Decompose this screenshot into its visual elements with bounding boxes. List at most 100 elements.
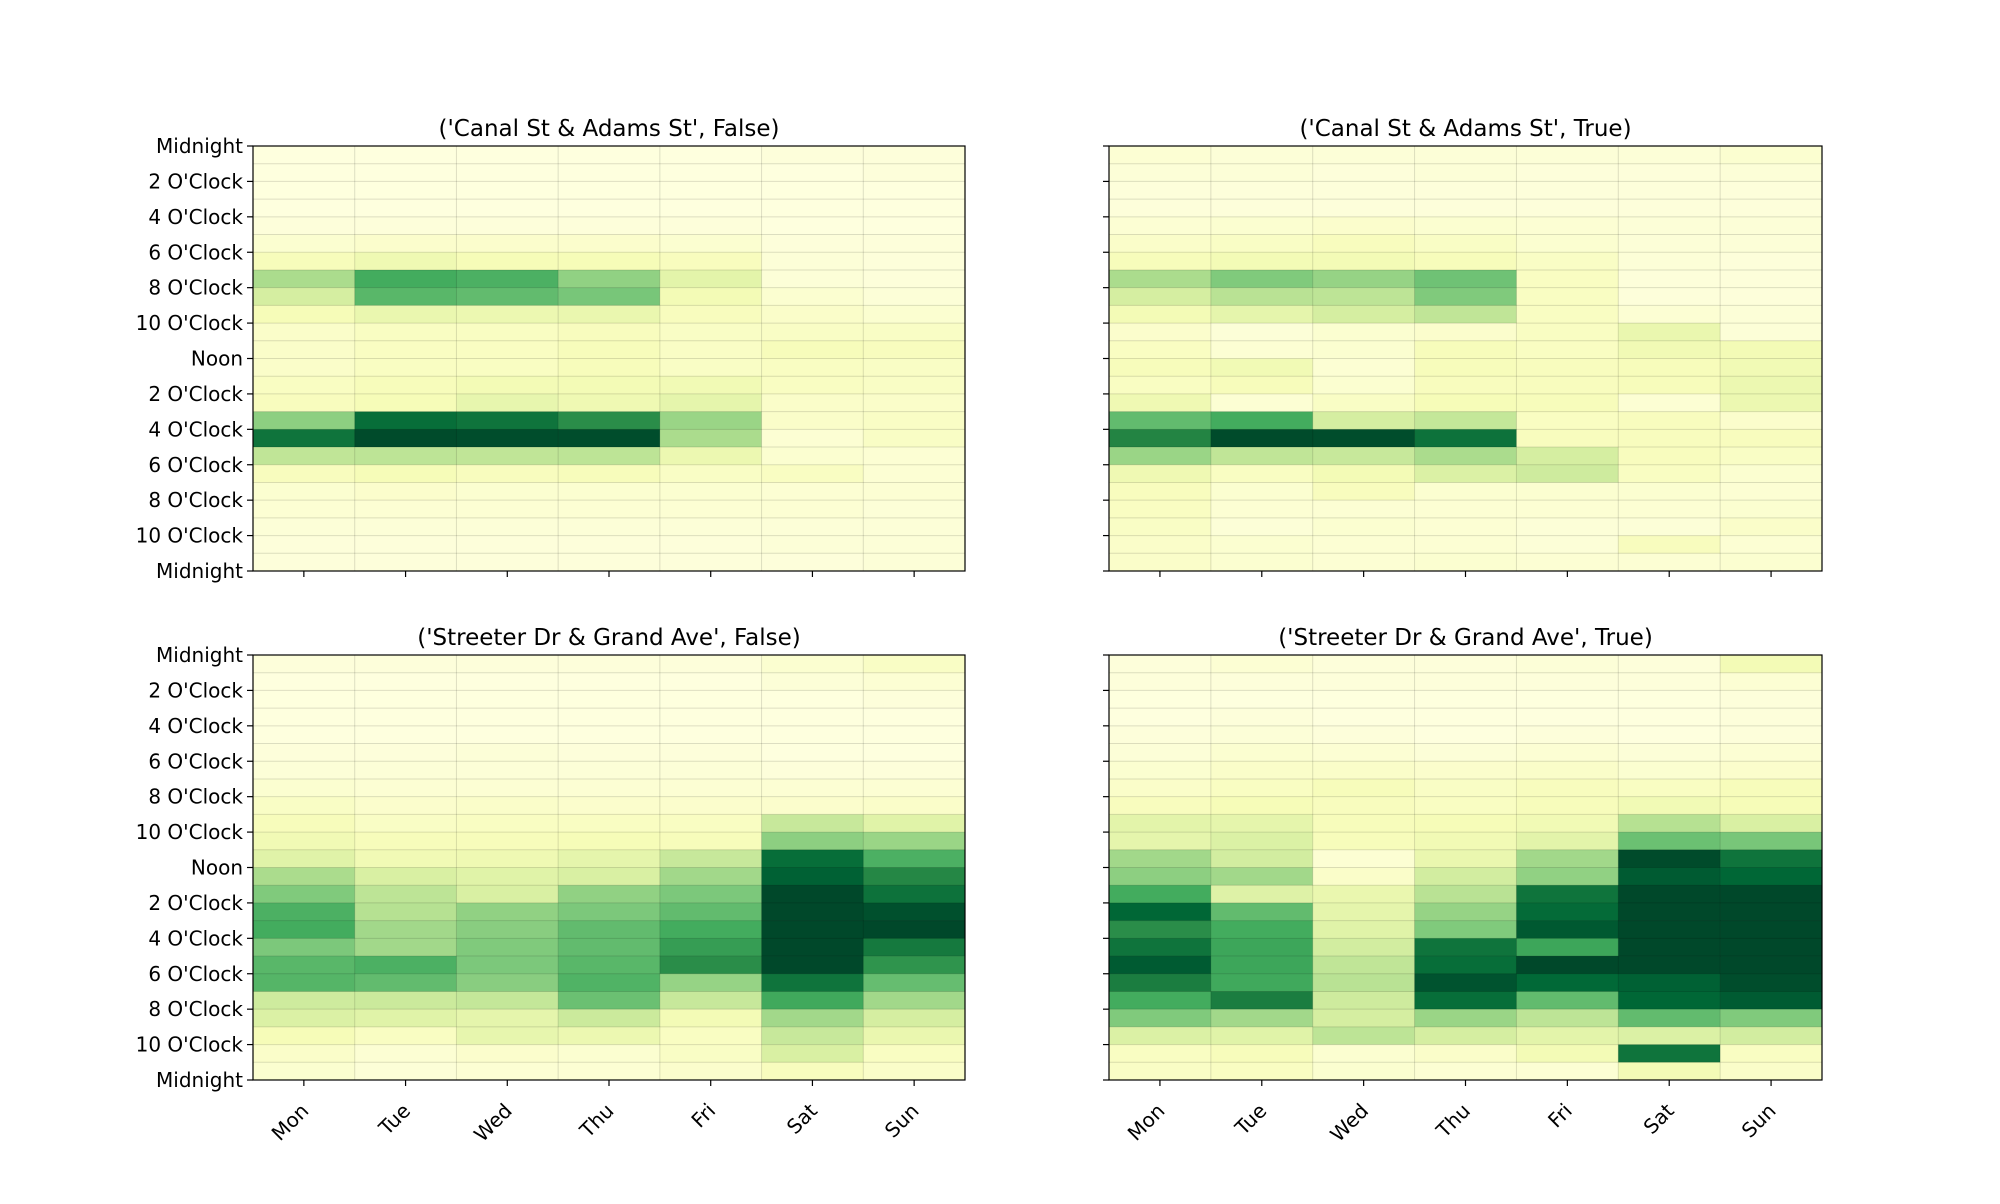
heatmap-cell [1516, 376, 1619, 395]
heatmap-cell [1720, 902, 1823, 921]
heatmap-cell [456, 482, 559, 501]
heatmap-cell [456, 216, 559, 235]
heatmap-cell [1210, 287, 1314, 306]
heatmap-cell [1210, 814, 1314, 833]
heatmap-cell [558, 358, 661, 377]
heatmap-cell [659, 535, 762, 554]
heatmap-cell [1210, 464, 1314, 483]
heatmap-cell [1516, 814, 1619, 833]
heatmap-cell [456, 814, 559, 833]
heatmap-cell [863, 867, 966, 886]
heatmap-cell [1618, 725, 1721, 744]
heatmap-cell [1516, 761, 1619, 780]
heatmap-cell [1109, 517, 1212, 536]
heatmap-cell [1109, 1044, 1212, 1063]
heatmap-cell [1109, 376, 1212, 395]
heatmap-cell [863, 287, 966, 306]
heatmap-cell [863, 778, 966, 797]
heatmap-cell [456, 902, 559, 921]
heatmap-cell [863, 305, 966, 324]
heatmap-cell [456, 708, 559, 727]
heatmap-cell [1210, 393, 1314, 412]
x-tick-label: Thu [574, 1099, 618, 1143]
heatmap-cell [253, 655, 356, 674]
heatmap-cell [863, 482, 966, 501]
heatmap-cell [558, 1009, 661, 1028]
heatmap-cell [1516, 1009, 1619, 1028]
heatmap-cell [1312, 708, 1415, 727]
heatmap-cell [1720, 672, 1823, 691]
heatmap-cell [659, 199, 762, 218]
heatmap-cell [1210, 252, 1314, 271]
heatmap-cell [1210, 1062, 1314, 1081]
heatmap-cell [354, 920, 457, 939]
heatmap-cell [253, 920, 356, 939]
heatmap-cell [1618, 358, 1721, 377]
heatmap-cell [1516, 146, 1619, 165]
y-tick-label: 10 O'Clock [136, 311, 244, 335]
heatmap-cell [354, 938, 457, 957]
heatmap-cell [1618, 867, 1721, 886]
heatmap-cell [1516, 973, 1619, 992]
heatmap-cell [1720, 1044, 1823, 1063]
heatmap-cell [863, 920, 966, 939]
heatmap-cell [1109, 447, 1212, 466]
heatmap-cell [1720, 849, 1823, 868]
heatmap-cell [456, 234, 559, 253]
heatmap-cell [1516, 535, 1619, 554]
heatmap-cell [1618, 956, 1721, 975]
heatmap-cell [558, 902, 661, 921]
heatmap-cell [1109, 500, 1212, 519]
heatmap-cell [659, 1026, 762, 1045]
heatmap-cell [1618, 778, 1721, 797]
heatmap-cell [863, 553, 966, 572]
heatmap-cell [1516, 252, 1619, 271]
heatmap-cell [1618, 920, 1721, 939]
heatmap-cell [1516, 500, 1619, 519]
heatmap-cell [1516, 181, 1619, 200]
heatmap-cell [1414, 216, 1517, 235]
heatmap-cell [863, 1044, 966, 1063]
x-tick-label: Sun [880, 1099, 924, 1143]
heatmap-cell [1516, 832, 1619, 851]
heatmap-cell [1109, 867, 1212, 886]
heatmap-cell [253, 482, 356, 501]
heatmap-cell [1312, 867, 1415, 886]
heatmap-cell [1720, 234, 1823, 253]
heatmap-cell [253, 146, 356, 165]
heatmap-cell [761, 690, 864, 709]
heatmap-cell [863, 708, 966, 727]
heatmap-cell [761, 1062, 864, 1081]
x-tick-label: Sat [1639, 1098, 1679, 1138]
heatmap-cell [659, 725, 762, 744]
heatmap-panel-2: ('Canal St & Adams St', True) [1103, 116, 1823, 577]
heatmap-cell [1720, 305, 1823, 324]
heatmap-cell [1109, 991, 1212, 1010]
heatmap-cell [354, 163, 457, 182]
heatmap-cell [456, 1044, 559, 1063]
x-tick-label: Fri [1543, 1099, 1577, 1133]
y-tick-label: 4 O'Clock [148, 417, 243, 441]
heatmap-cell [1210, 655, 1314, 674]
heatmap-cell [863, 517, 966, 536]
heatmap-cell [354, 464, 457, 483]
heatmap-cell [863, 500, 966, 519]
heatmap-cell [1312, 181, 1415, 200]
heatmap-cell [863, 743, 966, 762]
heatmap-cell [1109, 340, 1212, 359]
heatmap-cell [1312, 832, 1415, 851]
heatmap-cell [863, 146, 966, 165]
heatmap-cell [863, 672, 966, 691]
heatmap-cell [354, 655, 457, 674]
heatmap-cell [1414, 358, 1517, 377]
heatmap-cell [253, 690, 356, 709]
heatmap-cell [761, 181, 864, 200]
heatmap-cell [1109, 323, 1212, 342]
heatmap-cell [1312, 500, 1415, 519]
heatmap-cell [253, 1026, 356, 1045]
heatmap-cell [761, 1026, 864, 1045]
heatmap-cell [659, 1009, 762, 1028]
heatmap-cell [354, 885, 457, 904]
heatmap-cell [1618, 902, 1721, 921]
y-tick-label: Midnight [156, 643, 243, 667]
